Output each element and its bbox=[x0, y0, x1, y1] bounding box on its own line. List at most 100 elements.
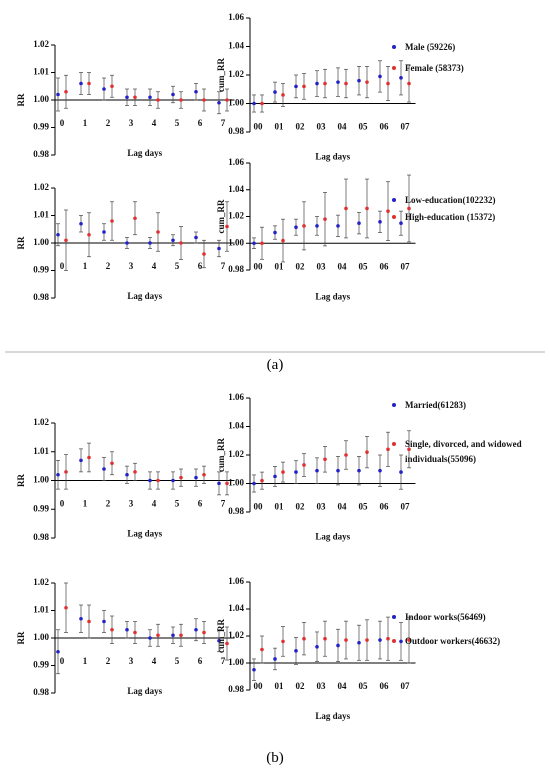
point bbox=[125, 241, 129, 245]
point bbox=[378, 468, 382, 473]
y-tick-label: 0.98 bbox=[228, 264, 244, 274]
point bbox=[399, 470, 403, 474]
point bbox=[273, 474, 277, 479]
point bbox=[56, 649, 60, 654]
y-tick-label: 1.06 bbox=[228, 392, 244, 402]
point bbox=[315, 468, 319, 473]
x-tick-label: 2 bbox=[106, 656, 111, 666]
x-tick-label: 02 bbox=[296, 502, 306, 512]
point bbox=[217, 638, 221, 643]
x-tick-label: 04 bbox=[338, 681, 348, 691]
point bbox=[217, 481, 221, 486]
point bbox=[260, 101, 264, 106]
point bbox=[315, 224, 319, 228]
x-tick-label: 4 bbox=[152, 499, 157, 509]
x-axis-title: Lag days bbox=[127, 529, 162, 539]
point bbox=[225, 481, 229, 486]
point bbox=[252, 481, 256, 486]
y-axis-title: cum_RR bbox=[216, 58, 226, 92]
point bbox=[79, 458, 83, 463]
y-axis-title: RR bbox=[16, 631, 26, 644]
x-axis-title: Lag days bbox=[315, 532, 350, 542]
x-tick-label: 05 bbox=[359, 681, 369, 691]
point bbox=[378, 638, 382, 642]
y-tick-label: 1.00 bbox=[33, 94, 49, 104]
point bbox=[252, 667, 256, 672]
legend-label: Married(61283) bbox=[405, 400, 466, 410]
point bbox=[315, 645, 319, 649]
legend-marker bbox=[392, 442, 396, 446]
point bbox=[171, 478, 175, 483]
point bbox=[273, 230, 277, 235]
point bbox=[302, 84, 306, 89]
y-tick-label: 0.98 bbox=[228, 506, 244, 516]
y-axis-title: RR bbox=[16, 93, 26, 106]
point bbox=[323, 457, 327, 462]
x-tick-label: 06 bbox=[380, 122, 390, 132]
y-tick-label: 1.00 bbox=[33, 237, 49, 247]
legend-item: Indoor works(56469) bbox=[392, 610, 542, 625]
point bbox=[315, 81, 319, 86]
point bbox=[260, 478, 264, 483]
x-tick-label: 0 bbox=[60, 656, 65, 666]
point bbox=[148, 478, 152, 483]
x-tick-label: 5 bbox=[175, 499, 180, 509]
point bbox=[156, 478, 160, 483]
point bbox=[171, 92, 175, 97]
point bbox=[386, 209, 390, 213]
y-tick-label: 1.00 bbox=[33, 475, 49, 485]
point bbox=[357, 468, 361, 473]
x-tick-label: 05 bbox=[359, 502, 369, 512]
x-axis-title: Lag days bbox=[315, 152, 350, 162]
x-tick-label: 03 bbox=[317, 122, 327, 132]
point bbox=[260, 647, 264, 652]
legend-label: Male (59226) bbox=[405, 42, 456, 52]
legend-marker bbox=[392, 45, 396, 49]
x-tick-label: 4 bbox=[152, 261, 157, 271]
y-tick-label: 0.99 bbox=[33, 122, 49, 132]
x-tick-label: 05 bbox=[359, 122, 369, 132]
point bbox=[399, 221, 403, 225]
x-tick-label: 01 bbox=[275, 261, 285, 271]
point bbox=[171, 633, 175, 638]
point bbox=[56, 232, 60, 237]
x-tick-label: 06 bbox=[380, 681, 390, 691]
y-tick-label: 1.02 bbox=[228, 630, 244, 640]
legend-label: Low-education(102232) bbox=[405, 195, 496, 205]
legend-item: Male (59226) bbox=[392, 40, 542, 55]
point bbox=[148, 241, 152, 245]
legend-item: Outdoor workers(46632) bbox=[392, 634, 542, 649]
legend-marker bbox=[392, 66, 396, 70]
x-tick-label: 03 bbox=[317, 681, 327, 691]
x-tick-label: 03 bbox=[317, 502, 327, 512]
x-tick-label: 5 bbox=[175, 118, 180, 128]
y-tick-label: 0.98 bbox=[33, 292, 49, 302]
point bbox=[179, 475, 183, 480]
y-tick-label: 0.98 bbox=[228, 684, 244, 694]
point bbox=[225, 98, 229, 102]
x-tick-label: 3 bbox=[129, 118, 134, 128]
point bbox=[156, 230, 160, 234]
point bbox=[87, 619, 91, 624]
point bbox=[125, 627, 129, 632]
legend-item: Female (58373) bbox=[392, 61, 542, 76]
panel-label: (a) bbox=[266, 357, 284, 373]
x-tick-label: 00 bbox=[254, 122, 264, 132]
y-tick-label: 1.02 bbox=[33, 182, 49, 192]
x-tick-label: 3 bbox=[129, 656, 134, 666]
point bbox=[407, 447, 411, 452]
legend-marker bbox=[392, 215, 396, 219]
y-tick-label: 1.04 bbox=[228, 184, 244, 194]
x-tick-label: 0 bbox=[60, 118, 65, 128]
point bbox=[179, 633, 183, 638]
legend: Male (59226) Female (58373) bbox=[392, 40, 542, 76]
y-tick-label: 0.98 bbox=[228, 126, 244, 136]
x-tick-label: 04 bbox=[338, 502, 348, 512]
y-axis-title: cum_RR bbox=[216, 619, 226, 653]
legend-marker bbox=[392, 198, 396, 202]
x-tick-label: 00 bbox=[254, 502, 264, 512]
point bbox=[273, 657, 277, 661]
point bbox=[365, 80, 369, 84]
legend-label: High-education (15372) bbox=[405, 212, 496, 222]
point bbox=[399, 639, 403, 644]
